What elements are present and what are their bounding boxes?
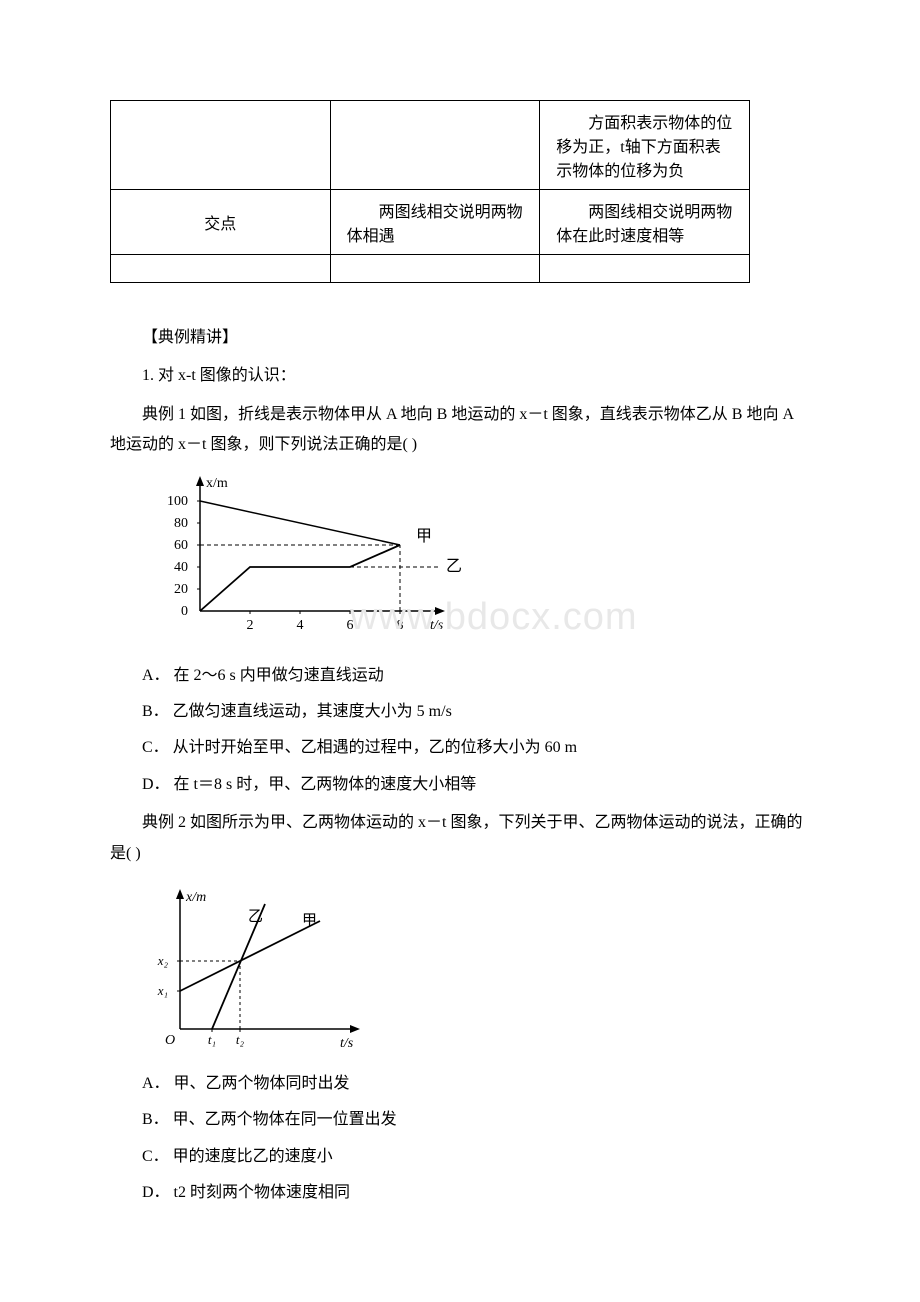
svg-text:6: 6 xyxy=(347,618,354,633)
svg-text:乙: 乙 xyxy=(446,558,462,575)
example1-stem: 典例 1 如图，折线是表示物体甲从 A 地向 B 地运动的 x－t 图象，直线表… xyxy=(110,400,810,461)
svg-text:甲: 甲 xyxy=(416,528,432,545)
table-cell xyxy=(540,255,750,283)
example2-option-c: C． 甲的速度比乙的速度小 xyxy=(110,1142,810,1172)
svg-text:x/m: x/m xyxy=(185,890,206,905)
svg-text:100: 100 xyxy=(167,494,188,509)
svg-text:0: 0 xyxy=(181,604,188,619)
svg-text:x₂: x₂ xyxy=(157,953,169,968)
svg-text:40: 40 xyxy=(174,560,188,575)
example1-option-b: B． 乙做匀速直线运动，其速度大小为 5 m/s xyxy=(110,697,810,727)
svg-text:甲: 甲 xyxy=(302,913,317,929)
subtopic: 1. 对 x-t 图像的认识： xyxy=(110,361,810,391)
svg-text:20: 20 xyxy=(174,582,188,597)
table-cell: 两图线相交说明两物体相遇 xyxy=(330,190,540,255)
table-cell xyxy=(330,255,540,283)
table-row: 交点 两图线相交说明两物体相遇 两图线相交说明两物体在此时速度相等 xyxy=(111,190,750,255)
example2-option-b: B． 甲、乙两个物体在同一位置出发 xyxy=(110,1105,810,1135)
svg-text:t₂: t₂ xyxy=(236,1032,245,1047)
table-cell xyxy=(111,101,331,190)
example1-option-c: C． 从计时开始至甲、乙相遇的过程中，乙的位移大小为 60 m xyxy=(110,733,810,763)
table-row: 方面积表示物体的位移为正，t轴下方面积表示物体的位移为负 xyxy=(111,101,750,190)
svg-text:4: 4 xyxy=(297,618,304,633)
svg-text:60: 60 xyxy=(174,538,188,553)
svg-text:8: 8 xyxy=(397,618,404,633)
svg-text:2: 2 xyxy=(247,618,254,633)
example1-graph: 0 20 40 60 80 100 2 4 6 8 x/m t/s xyxy=(110,471,810,651)
section-title: 【典例精讲】 xyxy=(110,323,810,353)
example2-option-a: A． 甲、乙两个物体同时出发 xyxy=(110,1069,810,1099)
table-cell: 方面积表示物体的位移为正，t轴下方面积表示物体的位移为负 xyxy=(540,101,750,190)
svg-text:O: O xyxy=(165,1033,175,1048)
example2-stem: 典例 2 如图所示为甲、乙两物体运动的 x－t 图象，下列关于甲、乙两物体运动的… xyxy=(110,808,810,869)
table-cell: 两图线相交说明两物体在此时速度相等 xyxy=(540,190,750,255)
svg-text:t/s: t/s xyxy=(430,618,444,633)
svg-text:x₁: x₁ xyxy=(157,983,168,998)
svg-text:80: 80 xyxy=(174,516,188,531)
table-row xyxy=(111,255,750,283)
example1-option-d: D． 在 t＝8 s 时，甲、乙两物体的速度大小相等 xyxy=(110,770,810,800)
table-cell xyxy=(330,101,540,190)
svg-text:x/m: x/m xyxy=(206,476,228,491)
example2-graph: x/m t/s O 甲 乙 x₁ x₂ t₁ t₂ xyxy=(110,879,810,1059)
svg-text:t/s: t/s xyxy=(340,1036,354,1051)
table-cell xyxy=(111,255,331,283)
comparison-table: 方面积表示物体的位移为正，t轴下方面积表示物体的位移为负 交点 两图线相交说明两… xyxy=(110,100,750,283)
example2-option-d: D． t2 时刻两个物体速度相同 xyxy=(110,1178,810,1208)
table-cell: 交点 xyxy=(111,190,331,255)
svg-text:t₁: t₁ xyxy=(208,1032,216,1047)
example1-option-a: A． 在 2～6 s 内甲做匀速直线运动 xyxy=(110,661,810,691)
svg-text:乙: 乙 xyxy=(248,909,263,925)
